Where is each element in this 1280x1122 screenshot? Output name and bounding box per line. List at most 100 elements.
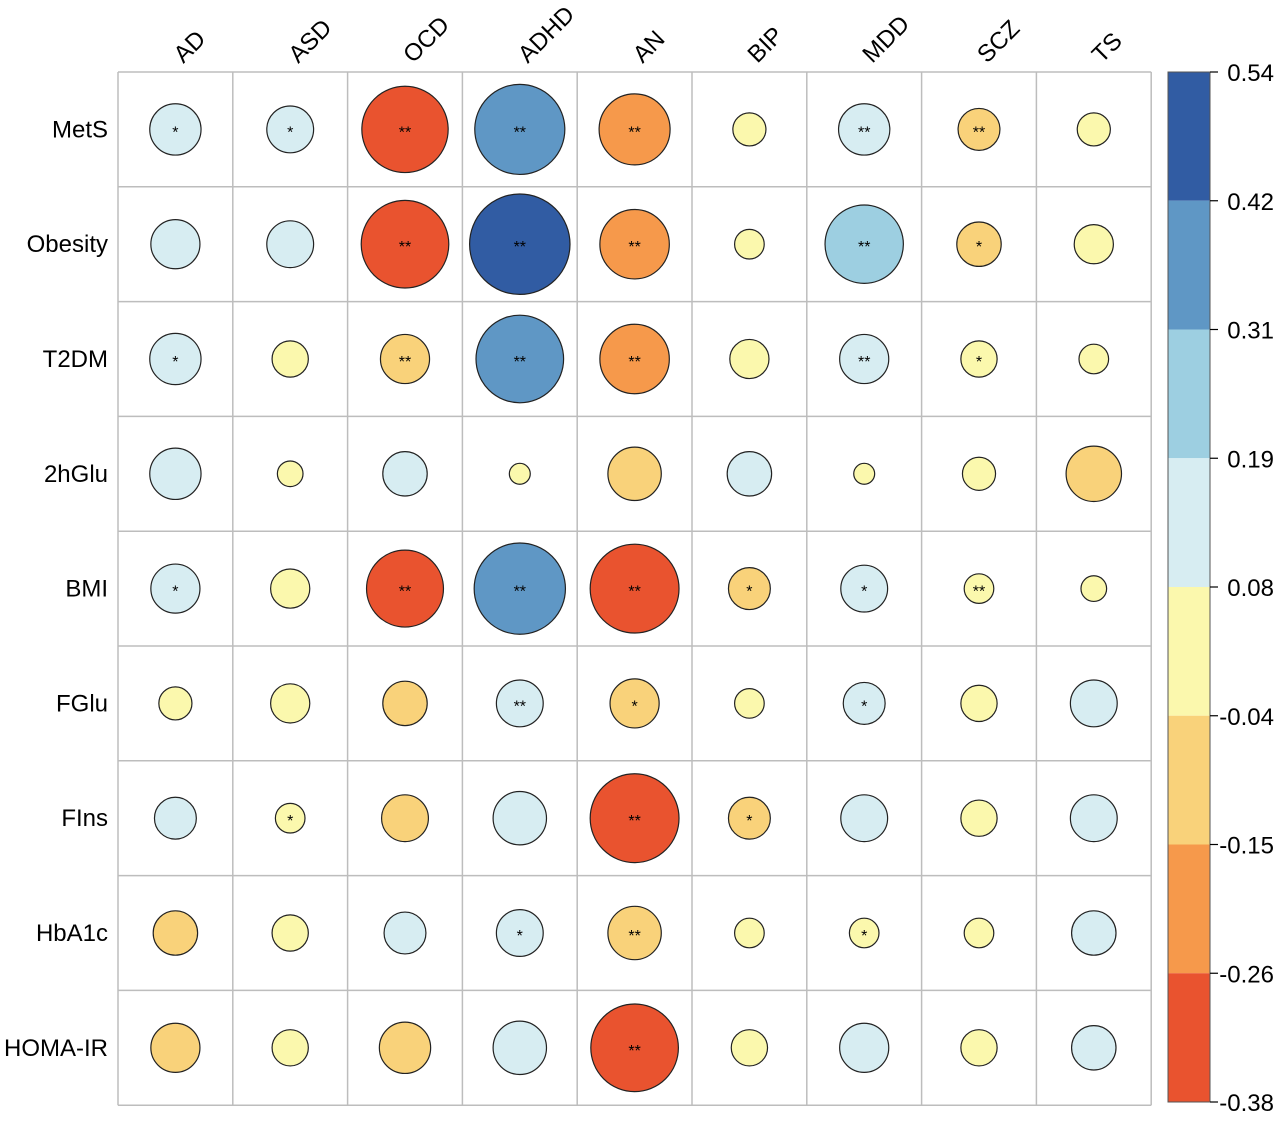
correlation-circle [266, 105, 315, 154]
correlation-circle [149, 103, 202, 156]
legend-swatch [1168, 587, 1210, 716]
correlation-circle [960, 799, 998, 837]
correlation-circle [733, 687, 765, 719]
correlation-circle [607, 446, 662, 502]
significance-mark: ** [514, 698, 526, 715]
correlation-circle [599, 208, 670, 280]
correlation-circle [727, 567, 771, 611]
row-label: T2DM [43, 346, 108, 373]
correlation-circle [378, 1021, 432, 1075]
color-legend: 0.54 0.42 0.31 0.19 0.08 -0.04 -0.15 -0.26 -0.38 [1167, 60, 1274, 1117]
column-label: AD [169, 26, 212, 69]
column-label: AN [628, 26, 671, 69]
legend-swatch [1168, 458, 1210, 587]
significance-mark: ** [628, 584, 640, 601]
legend-tick-label: -0.26 [1219, 961, 1274, 988]
correlation-circle [271, 1029, 309, 1067]
legend-swatch [1168, 973, 1210, 1102]
correlation-circle [149, 447, 202, 501]
correlation-circle [360, 199, 450, 289]
correlation-circle [158, 686, 193, 721]
legend-tick-label: 0.08 [1227, 575, 1274, 602]
correlation-circle [474, 83, 566, 176]
significance-mark: ** [399, 124, 411, 141]
correlation-circle [957, 107, 1001, 151]
significance-mark: * [172, 354, 178, 371]
correlation-circle [590, 1003, 679, 1093]
correlation-circle [149, 332, 202, 386]
correlation-circle [733, 917, 765, 949]
correlation-circle [956, 221, 1002, 268]
significance-mark: * [287, 124, 293, 141]
correlation-circle [848, 917, 880, 949]
correlation-circle [963, 573, 995, 605]
significance-mark: ** [628, 813, 640, 830]
correlation-circle [270, 683, 311, 724]
column-label: ADHD [513, 1, 580, 68]
correlation-circle [961, 456, 997, 491]
significance-mark: ** [514, 584, 526, 601]
correlation-circle [266, 220, 315, 269]
column-label: ASD [283, 14, 337, 68]
correlation-circle [609, 678, 660, 729]
significance-mark: ** [399, 584, 411, 601]
significance-mark: * [287, 813, 293, 830]
significance-mark: * [861, 698, 867, 715]
correlation-circle [840, 564, 889, 613]
correlation-circle [1069, 794, 1118, 843]
significance-mark: * [172, 584, 178, 601]
legend-tick-label: -0.38 [1219, 1090, 1274, 1117]
correlation-circle [508, 462, 531, 485]
significance-mark: ** [858, 239, 870, 256]
correlation-circle [726, 450, 773, 497]
grid [117, 71, 1152, 1106]
correlation-circle [492, 1020, 548, 1076]
significance-mark: ** [858, 124, 870, 141]
legend-swatch [1168, 715, 1210, 845]
significance-mark: ** [628, 239, 640, 256]
significance-mark: ** [628, 928, 640, 945]
legend-swatch [1168, 329, 1210, 459]
legend-tick-label: 0.42 [1227, 189, 1274, 216]
correlation-circle [1076, 112, 1111, 147]
correlation-circle [153, 796, 197, 840]
correlation-circle [271, 340, 309, 378]
row-label: HOMA-IR [4, 1035, 108, 1062]
significance-mark: ** [858, 354, 870, 371]
correlation-circle [598, 93, 671, 166]
correlation-circle [150, 1022, 201, 1073]
significance-mark: ** [973, 584, 985, 601]
correlation-circle [733, 228, 765, 260]
row-label: MetS [52, 116, 108, 143]
significance-mark: ** [399, 239, 411, 256]
legend-tick-label: 0.31 [1227, 318, 1274, 345]
correlation-circle [960, 340, 998, 378]
significance-mark: ** [628, 1043, 640, 1060]
correlation-circle [150, 219, 201, 270]
correlation-circle [599, 323, 670, 395]
correlation-circle [840, 794, 889, 843]
row-label: FIns [61, 805, 108, 832]
row-label: FGlu [56, 690, 108, 717]
column-label: OCD [398, 11, 455, 68]
significance-mark: * [861, 584, 867, 601]
correlation-circle [1070, 910, 1117, 956]
column-label: BIP [743, 22, 789, 68]
row-label: BMI [65, 576, 108, 603]
significance-mark: * [746, 584, 752, 601]
significance-mark: ** [628, 124, 640, 141]
correlation-circle [1078, 343, 1110, 375]
correlation-circle [839, 1022, 890, 1073]
correlation-circle [1065, 445, 1123, 503]
legend-tick-label: -0.04 [1219, 704, 1274, 731]
column-label: SCZ [972, 15, 1025, 68]
significance-mark: ** [514, 354, 526, 371]
correlation-circle [853, 462, 876, 485]
correlation-circle [727, 796, 771, 840]
correlation-circle [495, 908, 544, 958]
correlation-circle [607, 905, 662, 961]
correlation-circle [270, 568, 311, 609]
row-label: Obesity [27, 231, 108, 258]
correlation-circle [361, 85, 449, 174]
